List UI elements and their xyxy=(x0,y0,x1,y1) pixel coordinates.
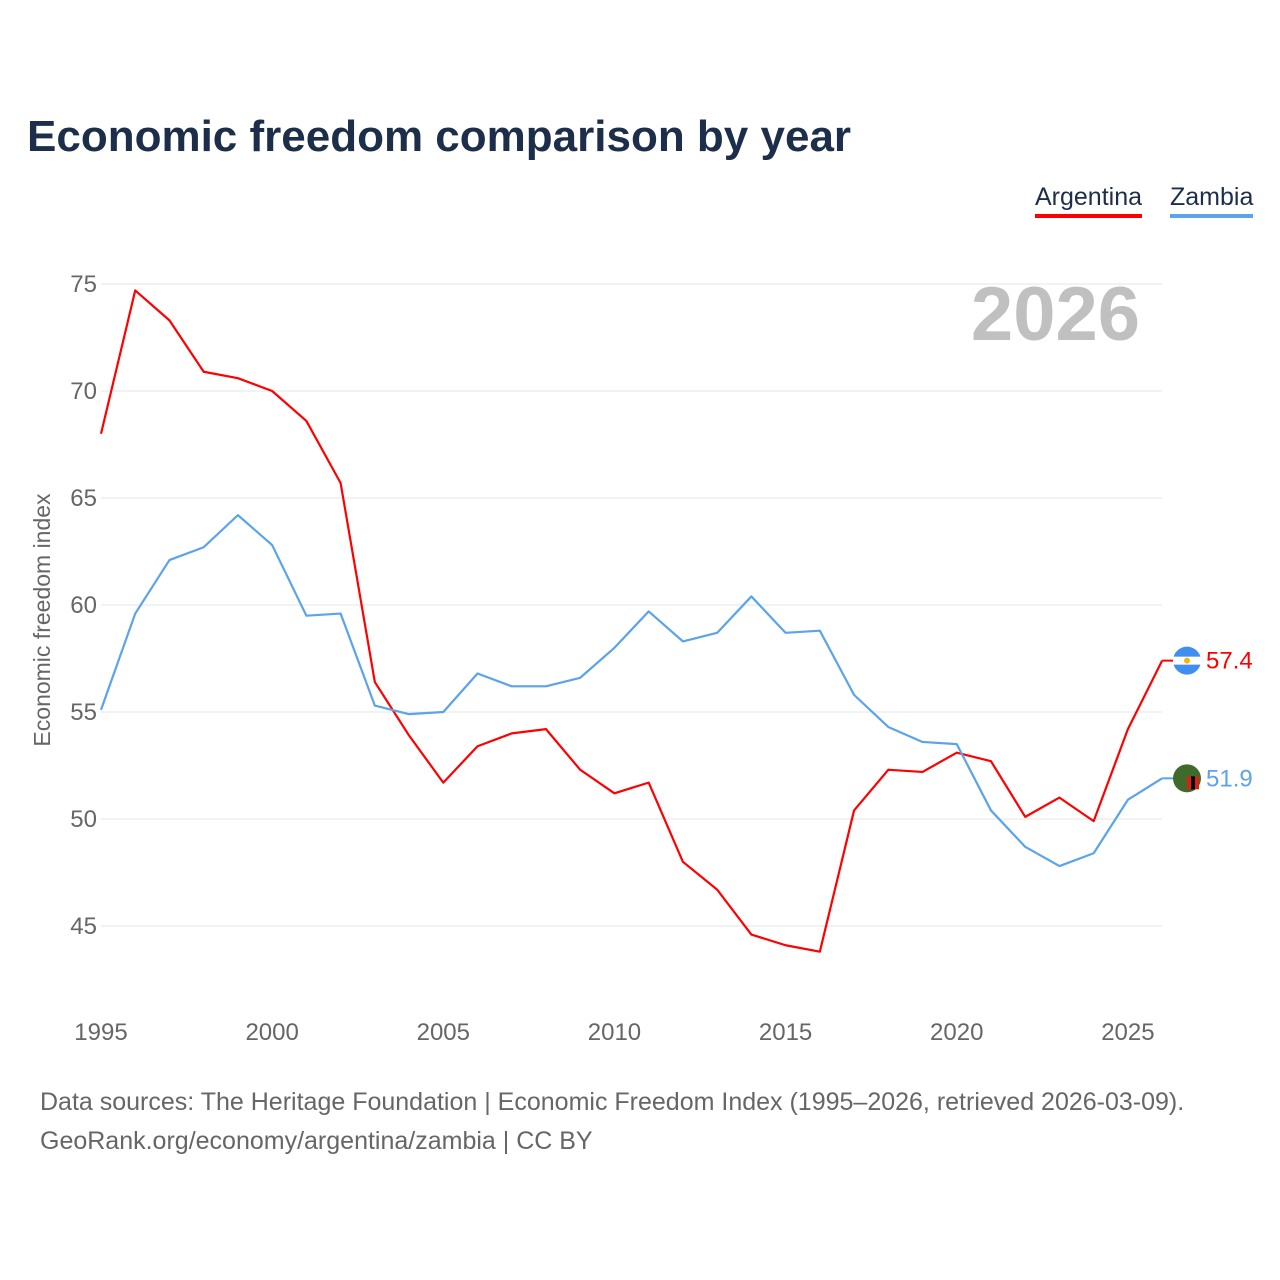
x-tick-label: 2000 xyxy=(245,1019,298,1046)
x-tick-label: 2025 xyxy=(1101,1019,1154,1046)
y-tick-label: 50 xyxy=(70,806,97,833)
y-tick-label: 60 xyxy=(70,592,97,619)
line-zambia xyxy=(99,514,1163,868)
x-tick-label: 2010 xyxy=(588,1019,641,1046)
y-tick-label: 75 xyxy=(70,271,97,298)
x-tick-label: 2015 xyxy=(759,1019,812,1046)
y-tick-label: 70 xyxy=(70,378,97,405)
line-argentina xyxy=(99,289,1164,953)
year-watermark: 2026 xyxy=(971,272,1140,357)
flag-sun xyxy=(1184,657,1190,664)
end-value-label-argentina: 57.4 xyxy=(1206,648,1253,675)
y-tick-label: 45 xyxy=(70,913,97,940)
legend-argentina[interactable]: Argentina xyxy=(1035,183,1143,218)
y-axis-label: Economic freedom index xyxy=(29,493,55,747)
source-line-1: Data sources: The Heritage Foundation | … xyxy=(40,1088,1185,1116)
source-line-2[interactable]: GeoRank.org/economy/argentina/zambia | C… xyxy=(40,1127,593,1155)
legend-zambia[interactable]: Zambia xyxy=(1170,183,1254,218)
flag-stripe xyxy=(1191,776,1195,790)
end-value-label-zambia: 51.9 xyxy=(1206,765,1253,792)
y-tick-label: 65 xyxy=(70,485,97,512)
y-tick-label: 55 xyxy=(70,699,97,726)
x-tick-label: 1995 xyxy=(74,1019,127,1046)
x-tick-label: 2020 xyxy=(930,1019,983,1046)
chart-title: Economic freedom comparison by year xyxy=(27,112,852,161)
x-tick-label: 2005 xyxy=(417,1019,470,1046)
